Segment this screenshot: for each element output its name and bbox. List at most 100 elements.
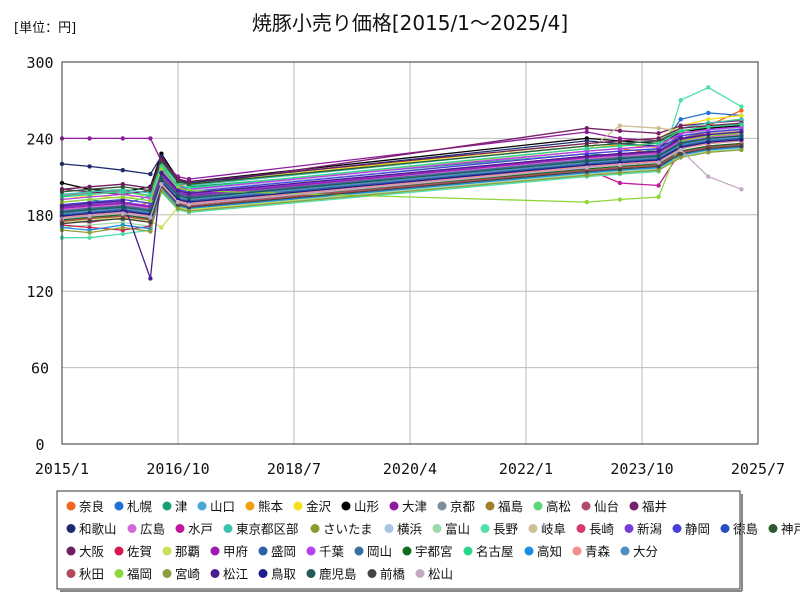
legend-label: 熊本 xyxy=(258,499,284,514)
legend-label: 松山 xyxy=(428,567,453,582)
legend-marker xyxy=(306,569,316,578)
series-名古屋 xyxy=(59,122,744,200)
data-point xyxy=(120,216,126,221)
data-point xyxy=(706,124,711,130)
data-point xyxy=(656,131,661,136)
legend-marker xyxy=(485,501,495,511)
legend-label: 津 xyxy=(175,499,188,514)
legend-marker xyxy=(624,524,634,533)
data-point xyxy=(739,122,744,127)
data-point xyxy=(584,129,589,135)
legend-label: 新潟 xyxy=(637,522,662,537)
data-point xyxy=(186,202,192,207)
legend-item: 千葉 xyxy=(306,544,345,559)
data-point xyxy=(656,154,661,159)
legend-label: 福岡 xyxy=(127,567,152,582)
data-point xyxy=(87,184,92,189)
data-point xyxy=(617,123,623,128)
legend-marker xyxy=(437,501,447,511)
data-point xyxy=(739,104,744,109)
plot-area xyxy=(61,61,759,445)
legend-label: 山形 xyxy=(354,499,380,514)
data-point xyxy=(584,126,589,131)
legend-item: 山口 xyxy=(197,499,235,514)
data-point xyxy=(706,146,711,151)
data-point xyxy=(739,129,744,135)
legend-item: 甲府 xyxy=(210,544,248,559)
data-point xyxy=(87,136,92,141)
legend-marker xyxy=(162,501,172,511)
data-point xyxy=(186,191,192,196)
data-point xyxy=(87,230,92,235)
legend-label: 大津 xyxy=(402,499,427,514)
legend-item: 新潟 xyxy=(624,522,662,537)
legend-marker xyxy=(463,546,473,556)
data-point xyxy=(617,151,623,156)
data-point xyxy=(148,276,153,281)
legend-marker xyxy=(310,524,320,533)
data-point xyxy=(617,128,623,133)
data-point xyxy=(739,187,744,192)
legend-item: 岐阜 xyxy=(528,522,566,537)
legend-marker xyxy=(162,569,172,578)
legend-item: 岡山 xyxy=(354,544,392,559)
data-point xyxy=(175,206,181,211)
grid xyxy=(61,61,759,445)
legend-label: 盛岡 xyxy=(271,544,296,559)
legend-item: 金沢 xyxy=(293,499,332,514)
data-point xyxy=(175,188,181,193)
x-tick-label: 2015/1 xyxy=(35,460,89,478)
legend-marker xyxy=(672,524,682,533)
data-point xyxy=(617,197,623,202)
data-point xyxy=(678,128,683,133)
legend-marker xyxy=(720,524,730,533)
data-point xyxy=(584,154,589,159)
data-point xyxy=(186,196,192,201)
series-大阪 xyxy=(59,120,744,192)
legend-item: 秋田 xyxy=(66,567,104,582)
legend-label: 長野 xyxy=(493,522,519,537)
x-tick-label: 2020/4 xyxy=(383,460,437,478)
data-point xyxy=(87,164,92,169)
data-point xyxy=(148,215,153,220)
legend-label: 富山 xyxy=(445,522,470,537)
legend-label: 宮崎 xyxy=(175,567,201,582)
legend-marker xyxy=(384,524,394,533)
legend-label: 鳥取 xyxy=(271,567,297,582)
data-point xyxy=(678,151,683,156)
data-point xyxy=(87,219,92,224)
data-point xyxy=(159,166,164,172)
legend-item: 大分 xyxy=(620,544,658,559)
x-tick-label: 2022/1 xyxy=(499,460,553,478)
legend-item: 宇都宮 xyxy=(402,544,453,559)
data-point xyxy=(678,155,683,160)
data-point xyxy=(120,211,126,216)
legend-marker xyxy=(258,569,268,578)
y-tick-label: 180 xyxy=(26,207,53,225)
series-松山 xyxy=(59,147,744,221)
legend-marker xyxy=(66,524,76,533)
legend-marker xyxy=(768,524,778,533)
legend-item: 札幌 xyxy=(114,499,153,514)
x-axis: 2015/1 2016/10 2018/7 2020/4 2022/1 2023/10 20… xyxy=(35,460,785,478)
legend-label: 大分 xyxy=(633,544,658,559)
legend-marker xyxy=(354,546,364,556)
data-point xyxy=(739,117,744,122)
legend-label: 京都 xyxy=(450,499,476,514)
legend-marker xyxy=(581,501,591,511)
legend-item: 鹿児島 xyxy=(306,567,357,582)
data-point xyxy=(584,141,589,146)
legend-label: 前橋 xyxy=(380,567,406,582)
legend-marker xyxy=(367,569,377,578)
legend-marker xyxy=(210,546,220,556)
data-point xyxy=(584,169,589,174)
legend-item: 大津 xyxy=(389,499,427,514)
data-point xyxy=(159,225,164,230)
legend-marker xyxy=(114,501,124,511)
legend-item: 神戸 xyxy=(768,522,800,537)
legend-item: 津 xyxy=(162,499,188,514)
legend-label: 福島 xyxy=(498,499,523,514)
legend-label: 宇都宮 xyxy=(415,544,453,559)
legend-item: 盛岡 xyxy=(258,544,296,559)
